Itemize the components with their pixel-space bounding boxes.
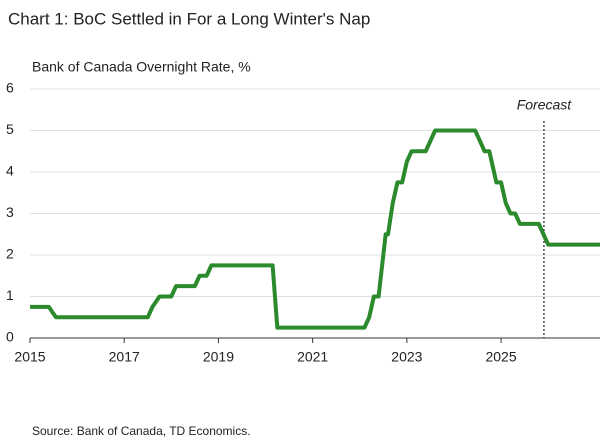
chart-subtitle: Bank of Canada Overnight Rate, % xyxy=(32,59,251,75)
forecast-label: Forecast xyxy=(517,97,573,113)
x-tick-label: 2021 xyxy=(297,349,328,365)
y-tick-label: 0 xyxy=(6,329,14,345)
y-tick-label: 5 xyxy=(6,121,14,137)
x-tick-label: 2023 xyxy=(391,349,422,365)
chart-title: Chart 1: BoC Settled in For a Long Winte… xyxy=(8,9,370,28)
x-tick-label: 2019 xyxy=(203,349,234,365)
x-tick-label: 2025 xyxy=(485,349,516,365)
y-tick-label: 6 xyxy=(6,80,14,96)
y-tick-label: 4 xyxy=(6,163,14,179)
source-note: Source: Bank of Canada, TD Economics. xyxy=(32,424,251,438)
y-tick-label: 1 xyxy=(6,287,14,303)
y-tick-label: 2 xyxy=(6,246,14,262)
y-tick-label: 3 xyxy=(6,204,14,220)
x-tick-label: 2017 xyxy=(109,349,140,365)
x-tick-label: 2015 xyxy=(14,349,45,365)
data-line xyxy=(30,128,600,330)
